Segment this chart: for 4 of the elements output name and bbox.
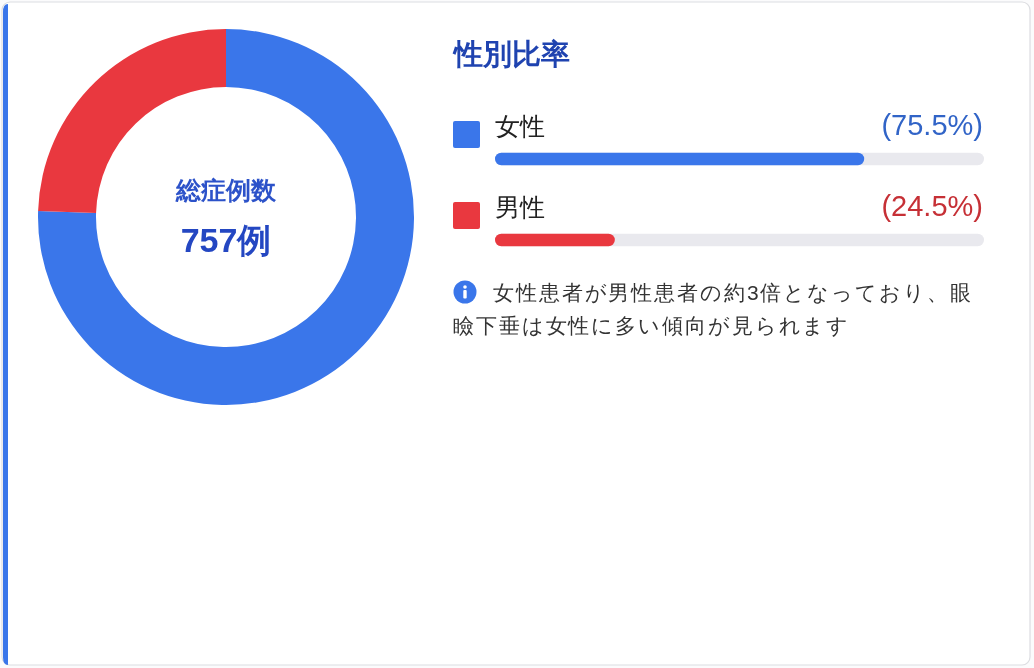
annotation: 総症例数 bbox=[176, 176, 276, 204]
note: 女性患者が男性患者の約3倍となっており、眼瞼下垂は女性に多い傾向が見られます bbox=[453, 279, 974, 339]
title: 性別比率 bbox=[454, 38, 570, 70]
annotation: 757例 bbox=[180, 221, 272, 259]
